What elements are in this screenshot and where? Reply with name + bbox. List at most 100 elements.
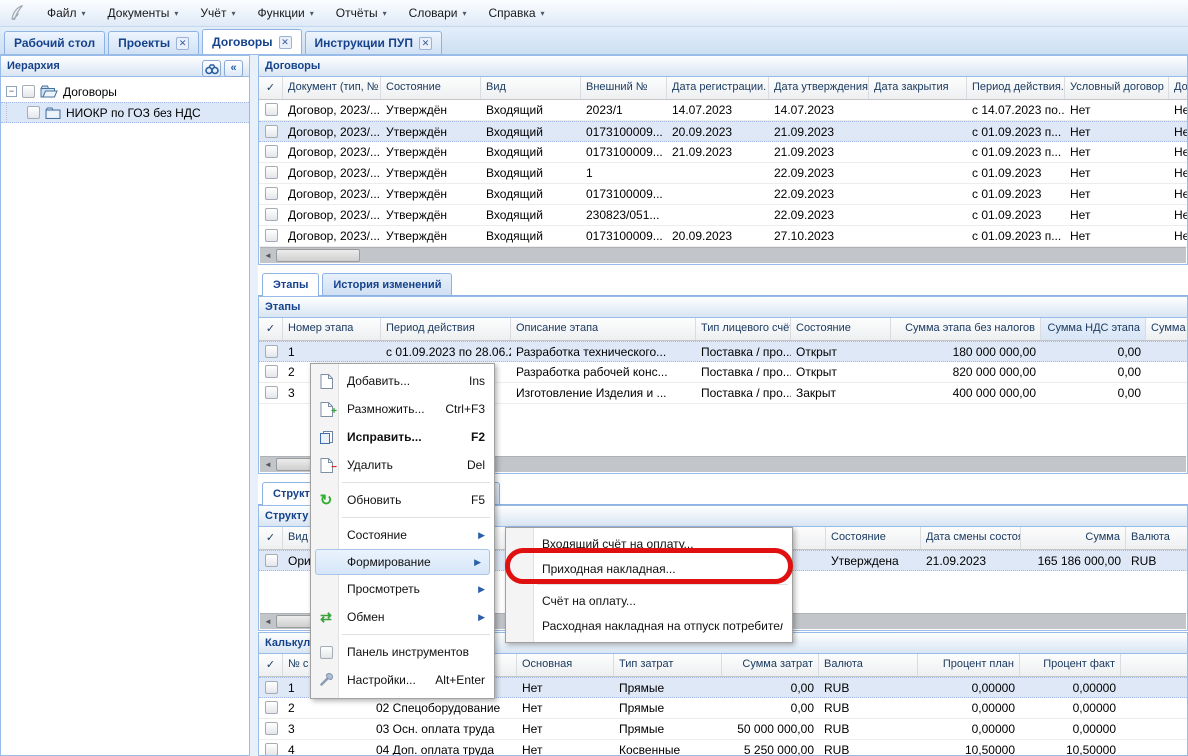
menu-item-settings[interactable]: Настройки... Alt+Enter — [312, 666, 493, 694]
column-header[interactable]: Сумма — [1021, 527, 1126, 549]
menu-dictionaries[interactable]: Словари ▾ — [398, 2, 478, 24]
column-header[interactable]: Описание этапа — [511, 318, 696, 340]
column-header[interactable]: Дата закрытия — [869, 77, 967, 99]
column-header[interactable]: До — [1169, 77, 1187, 99]
row-checkbox[interactable] — [264, 365, 278, 378]
row-checkbox[interactable] — [264, 345, 278, 358]
column-header[interactable]: Сумма затрат — [722, 654, 819, 676]
row-checkbox[interactable] — [264, 125, 278, 138]
table-row[interactable]: 3 03 Осн. оплата труда Нет Прямые 50 000 000… — [259, 719, 1187, 740]
tab-instructions[interactable]: Инструкции ПУП ✕ — [304, 31, 442, 54]
column-header[interactable]: Валюта — [1126, 527, 1187, 549]
column-header[interactable]: Тип лицевого счёт — [696, 318, 791, 340]
menu-item-exchange[interactable]: ⇄ Обмен ▶ — [312, 603, 493, 631]
column-header[interactable] — [338, 527, 826, 549]
column-header[interactable]: Документ (тип, № — [283, 77, 381, 99]
tab-close-icon[interactable]: ✕ — [176, 36, 190, 50]
column-header[interactable]: Период действия — [381, 318, 511, 340]
scroll-left-arrow-icon[interactable]: ◄ — [264, 460, 272, 469]
column-header[interactable]: Сумма НДС этапа — [1041, 318, 1146, 340]
menu-item-add[interactable]: Добавить... Ins — [312, 367, 493, 395]
column-header[interactable]: Условный договор — [1065, 77, 1169, 99]
menu-item-edit[interactable]: Исправить... F2 — [312, 423, 493, 451]
table-row[interactable]: Договор, 2023/... Утверждён Входящий 1 22.09… — [259, 163, 1187, 184]
row-checkbox[interactable] — [264, 166, 278, 179]
column-header[interactable]: Дата смены состоя — [921, 527, 1021, 549]
row-checkbox[interactable] — [264, 681, 278, 694]
table-row[interactable]: 2 02 Спецоборудование Нет Прямые 0,00 RUB 0,00… — [259, 698, 1187, 719]
tree-checkbox[interactable] — [22, 85, 35, 98]
menu-functions[interactable]: Функции ▾ — [246, 2, 324, 24]
row-checkbox[interactable] — [264, 701, 278, 714]
table-row[interactable]: Договор, 2023/... Утверждён Входящий 017310… — [259, 142, 1187, 163]
tree-node-niokr[interactable]: НИОКР по ГОЗ без НДС — [1, 102, 249, 123]
column-header[interactable]: Основная — [517, 654, 614, 676]
column-header[interactable]: Состояние — [381, 77, 481, 99]
column-header[interactable]: Вид — [481, 77, 581, 99]
tree-collapse-icon[interactable]: − — [6, 86, 17, 97]
menu-item-refresh[interactable]: ↻ Обновить F5 — [312, 486, 493, 514]
column-header[interactable]: Тип затрат — [614, 654, 722, 676]
menu-item-state[interactable]: Состояние ▶ — [312, 521, 493, 549]
scroll-left-arrow-icon[interactable]: ◄ — [264, 251, 272, 260]
table-row[interactable]: Договор, 2023/... Утверждён Входящий 017310… — [259, 184, 1187, 205]
table-row[interactable]: Договор, 2023/... Утверждён Входящий 017310… — [259, 226, 1187, 247]
submenu-item-receipt-note[interactable]: Приходная накладная... — [507, 556, 791, 581]
menu-item-toolbar[interactable]: Панель инструментов — [312, 638, 493, 666]
column-header[interactable]: Сумма этапа без налогов — [891, 318, 1041, 340]
column-header[interactable]: Состояние — [826, 527, 921, 549]
collapse-panel-button[interactable]: « — [224, 60, 243, 77]
scroll-left-arrow-icon[interactable]: ◄ — [264, 617, 272, 626]
submenu-item-outgoing-note[interactable]: Расходная накладная на отпуск потребител… — [507, 613, 791, 638]
table-row[interactable]: 1 с 01.09.2023 по 28.06.2024 Разработка те… — [259, 341, 1187, 362]
menu-accounting[interactable]: Учёт ▾ — [189, 2, 246, 24]
column-header[interactable]: Номер этапа — [283, 318, 381, 340]
column-header[interactable]: ✓ — [259, 77, 283, 99]
menu-documents[interactable]: Документы ▾ — [97, 2, 190, 24]
horizontal-scrollbar[interactable]: ◄ — [260, 247, 1186, 263]
scroll-thumb[interactable] — [276, 249, 360, 262]
column-header[interactable]: Валюта — [819, 654, 918, 676]
row-checkbox[interactable] — [264, 187, 278, 200]
menu-reports[interactable]: Отчёты ▾ — [325, 2, 398, 24]
row-checkbox[interactable] — [264, 208, 278, 221]
tab-close-icon[interactable]: ✕ — [418, 36, 432, 50]
row-checkbox[interactable] — [264, 386, 278, 399]
column-header[interactable]: ✓ — [259, 527, 283, 549]
column-header[interactable]: Процент факт — [1020, 654, 1121, 676]
row-checkbox[interactable] — [264, 145, 278, 158]
search-button[interactable] — [202, 60, 221, 77]
column-header[interactable]: ✓ — [259, 318, 283, 340]
submenu-item-incoming-invoice[interactable]: Входящий счёт на оплату... — [507, 531, 791, 556]
row-checkbox[interactable] — [264, 103, 278, 116]
table-row[interactable]: Договор, 2023/... Утверждён Входящий 230823… — [259, 205, 1187, 226]
column-header[interactable]: Период действия.. — [967, 77, 1065, 99]
tab-stages[interactable]: Этапы — [262, 273, 320, 296]
tree-node-contracts[interactable]: − Договоры — [1, 81, 249, 102]
menu-item-duplicate[interactable]: + Размножить... Ctrl+F3 — [312, 395, 493, 423]
tab-change-history[interactable]: История изменений — [322, 273, 453, 295]
tab-contracts[interactable]: Договоры ✕ — [202, 29, 302, 54]
table-row[interactable]: 4 04 Доп. оплата труда Нет Косвенные 5 250 0… — [259, 740, 1187, 755]
tab-desktop[interactable]: Рабочий стол — [4, 31, 106, 54]
table-row[interactable]: Договор, 2023/... Утверждён Входящий 2023/1… — [259, 100, 1187, 121]
panel-splitter[interactable] — [250, 55, 258, 756]
tab-close-icon[interactable]: ✕ — [278, 35, 292, 49]
column-header[interactable]: Процент план — [918, 654, 1020, 676]
column-header[interactable]: Дата утверждения — [769, 77, 869, 99]
menu-item-generate[interactable]: Формирование ▶ — [315, 549, 490, 575]
table-row[interactable]: Договор, 2023/... Утверждён Входящий 017310… — [259, 121, 1187, 142]
column-header[interactable]: Внешний № — [581, 77, 667, 99]
menu-file[interactable]: Файл ▾ — [36, 2, 97, 24]
menu-item-view[interactable]: Просмотреть ▶ — [312, 575, 493, 603]
menu-help[interactable]: Справка ▾ — [477, 2, 555, 24]
menu-item-delete[interactable]: − Удалить Del — [312, 451, 493, 479]
row-checkbox[interactable] — [264, 554, 278, 567]
column-header[interactable] — [371, 654, 517, 676]
submenu-item-payment-invoice[interactable]: Счёт на оплату... — [507, 588, 791, 613]
column-header[interactable]: Дата регистрации. — [667, 77, 769, 99]
column-header[interactable]: Состояние — [791, 318, 891, 340]
row-checkbox[interactable] — [264, 229, 278, 242]
column-header[interactable]: ✓ — [259, 654, 283, 676]
tab-projects[interactable]: Проекты ✕ — [108, 31, 200, 54]
